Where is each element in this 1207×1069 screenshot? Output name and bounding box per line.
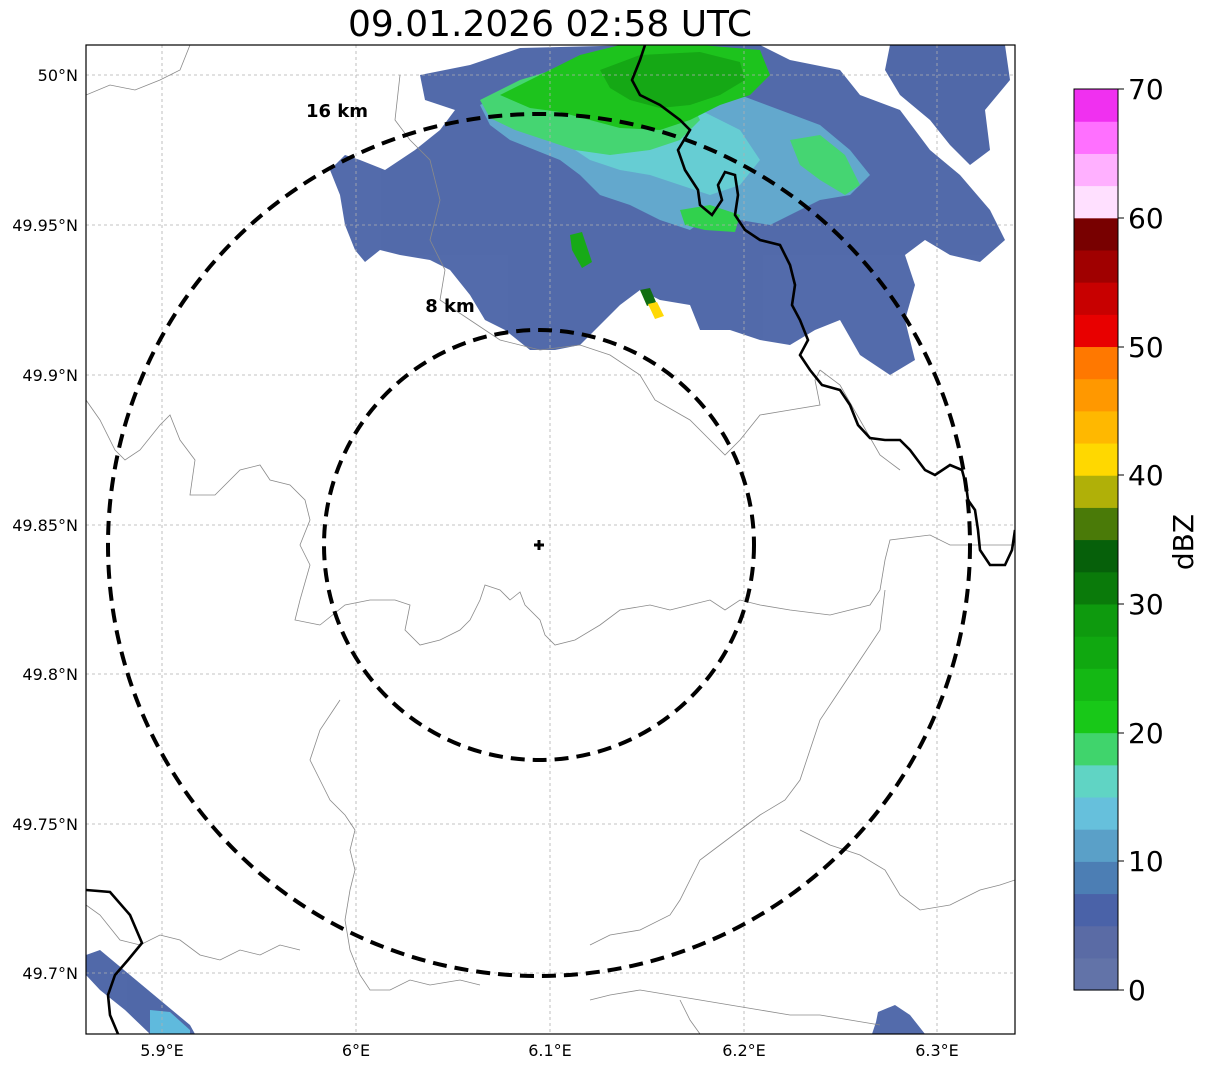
colorbar-tick-label: 50 — [1128, 331, 1164, 364]
colorbar-ticks: 0 10 20 30 40 50 60 70 — [1118, 73, 1164, 1007]
colorbar-tick-label: 60 — [1128, 202, 1164, 235]
echo-cyan-southwest — [150, 1010, 190, 1034]
colorbar-swatch — [1074, 732, 1118, 766]
radar-site-marker[interactable] — [534, 540, 544, 550]
colorbar-swatch — [1074, 410, 1118, 444]
map-area[interactable] — [86, 45, 1015, 1034]
colorbar-swatch — [1074, 314, 1118, 348]
colorbar-swatch — [1074, 668, 1118, 701]
colorbar-swatch — [1074, 475, 1118, 508]
longitude-ticks: 5.9°E 6°E 6.1°E 6.2°E 6.3°E — [140, 1041, 959, 1060]
lon-tick: 6.1°E — [528, 1041, 572, 1060]
administrative-boundaries — [86, 45, 1015, 1034]
lat-tick: 49.85°N — [12, 516, 78, 535]
colorbar-swatch — [1074, 796, 1118, 830]
lat-tick: 49.95°N — [12, 216, 78, 235]
colorbar-tick-label: 10 — [1128, 845, 1164, 878]
lon-tick: 5.9°E — [140, 1041, 184, 1060]
colorbar-swatch — [1074, 636, 1118, 669]
lon-tick: 6.3°E — [915, 1041, 959, 1060]
colorbar-swatch — [1074, 861, 1118, 895]
lon-tick: 6°E — [342, 1041, 370, 1060]
echo-darkgreen-cell — [640, 288, 656, 306]
lat-tick: 49.75°N — [12, 815, 78, 834]
colorbar-swatch — [1074, 121, 1118, 154]
colorbar-label: dBZ — [1167, 514, 1200, 570]
lat-tick: 49.9°N — [22, 366, 78, 385]
lon-tick: 6.2°E — [722, 1041, 766, 1060]
map-title: 09.01.2026 02:58 UTC — [347, 4, 753, 45]
colorbar-swatch — [1074, 378, 1118, 412]
colorbar-swatch — [1074, 764, 1118, 798]
colorbar-swatch — [1074, 185, 1118, 219]
colorbar: 0 10 20 30 40 50 60 70 dBZ — [1073, 73, 1200, 1007]
ring-label-8km: 8 km — [425, 296, 475, 317]
colorbar-swatch — [1074, 217, 1118, 251]
colorbar-tick-label: 20 — [1128, 717, 1164, 750]
colorbar-tick-label: 30 — [1128, 588, 1164, 621]
colorbar-swatches — [1074, 89, 1118, 991]
lat-tick: 49.7°N — [22, 964, 78, 983]
gridlines — [86, 45, 1015, 1034]
colorbar-swatch — [1074, 957, 1118, 991]
colorbar-swatch — [1074, 603, 1118, 637]
colorbar-swatch — [1074, 539, 1118, 573]
range-rings — [106, 112, 972, 978]
colorbar-frame — [1073, 88, 1119, 991]
ring-label-16km: 16 km — [306, 101, 368, 122]
colorbar-swatch — [1074, 507, 1118, 541]
colorbar-swatch — [1074, 282, 1118, 315]
colorbar-tick-label: 70 — [1128, 73, 1164, 106]
colorbar-swatch — [1074, 571, 1118, 605]
echo-blue-southeast — [872, 1005, 925, 1034]
colorbar-swatch — [1074, 442, 1118, 476]
colorbar-swatch — [1074, 153, 1118, 187]
lat-tick: 49.8°N — [22, 665, 78, 684]
latitude-ticks: 50°N 49.95°N 49.9°N 49.85°N 49.8°N 49.75… — [12, 66, 78, 983]
echo-green-cell — [570, 232, 592, 268]
range-ring-8km — [322, 328, 756, 762]
colorbar-tick-label: 40 — [1128, 459, 1164, 492]
reflectivity-echoes — [86, 45, 1010, 1034]
colorbar-swatch — [1074, 925, 1118, 959]
colorbar-swatch — [1074, 893, 1118, 927]
colorbar-swatch — [1074, 89, 1118, 122]
colorbar-tick-label: 0 — [1128, 974, 1146, 1007]
colorbar-swatch — [1074, 700, 1118, 734]
map-frame — [85, 44, 1016, 1035]
colorbar-swatch — [1074, 249, 1118, 283]
echo-green-east — [790, 135, 860, 195]
lat-tick: 50°N — [38, 66, 78, 85]
echo-yellow-cell — [648, 302, 664, 319]
range-ring-16km — [106, 112, 972, 978]
colorbar-swatch — [1074, 346, 1118, 380]
colorbar-swatch — [1074, 829, 1118, 862]
